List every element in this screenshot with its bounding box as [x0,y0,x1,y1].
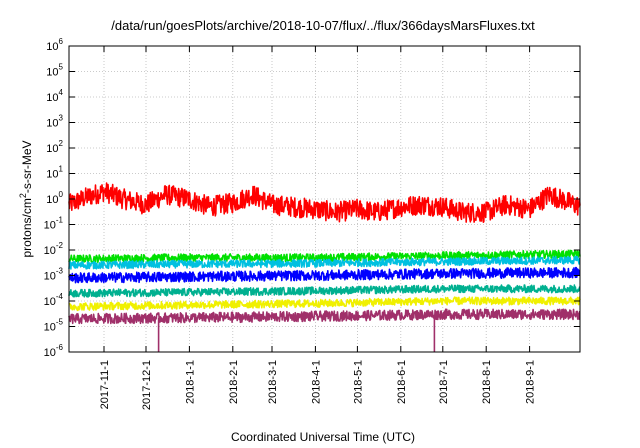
series-line [68,182,581,223]
y-tick-label: 10-5 [44,318,64,334]
x-tick-label: 2017-12-1 [141,360,153,410]
y-tick-label: 103 [46,114,63,130]
y-tick-label: 105 [46,63,63,79]
series-line [68,296,581,312]
x-tick-label: 2018-4-1 [310,360,322,404]
x-tick-label: 2018-2-1 [228,360,240,404]
y-tick-label: 104 [46,88,63,104]
x-tick-label: 2018-9-1 [525,360,537,404]
y-tick-label: 10-4 [44,292,64,308]
series-group [68,182,581,352]
x-tick-labels: 2017-11-1 2017-12-1 2018-1-1 2018-2-1 2018-3… [99,360,537,410]
ticks [69,45,580,353]
series-line [68,284,581,298]
y-axis-label: protons/cm2-s-sr-MeV [18,140,34,257]
x-tick-label: 2018-5-1 [352,360,364,404]
y-tick-label: 10-1 [44,216,64,232]
x-tick-label: 2018-7-1 [438,360,450,404]
y-tick-label: 100 [46,190,63,206]
x-axis-label: Coordinated Universal Time (UTC) [231,430,415,444]
y-tick-label: 10-3 [44,267,64,283]
series-line [68,266,581,284]
x-tick-label: 2018-8-1 [481,360,493,404]
x-tick-label: 2018-6-1 [396,360,408,404]
y-tick-label: 101 [46,165,63,181]
x-tick-label: 2017-11-1 [99,360,111,409]
series-line [68,255,581,270]
series-line [68,249,581,264]
y-tick-label: 10-2 [44,241,64,257]
y-tick-labels: 10-6 10-5 10-4 10-3 10-2 10-1 100 101 102 103 104 1… [44,37,64,359]
x-tick-label: 2018-1-1 [184,360,196,404]
chart-title: /data/run/goesPlots/archive/2018-10-07/f… [111,18,535,33]
y-tick-label: 10-6 [44,343,64,359]
series-line [68,308,581,325]
y-tick-label: 102 [46,139,63,155]
x-tick-label: 2018-3-1 [267,360,279,404]
y-tick-label: 106 [46,37,63,53]
